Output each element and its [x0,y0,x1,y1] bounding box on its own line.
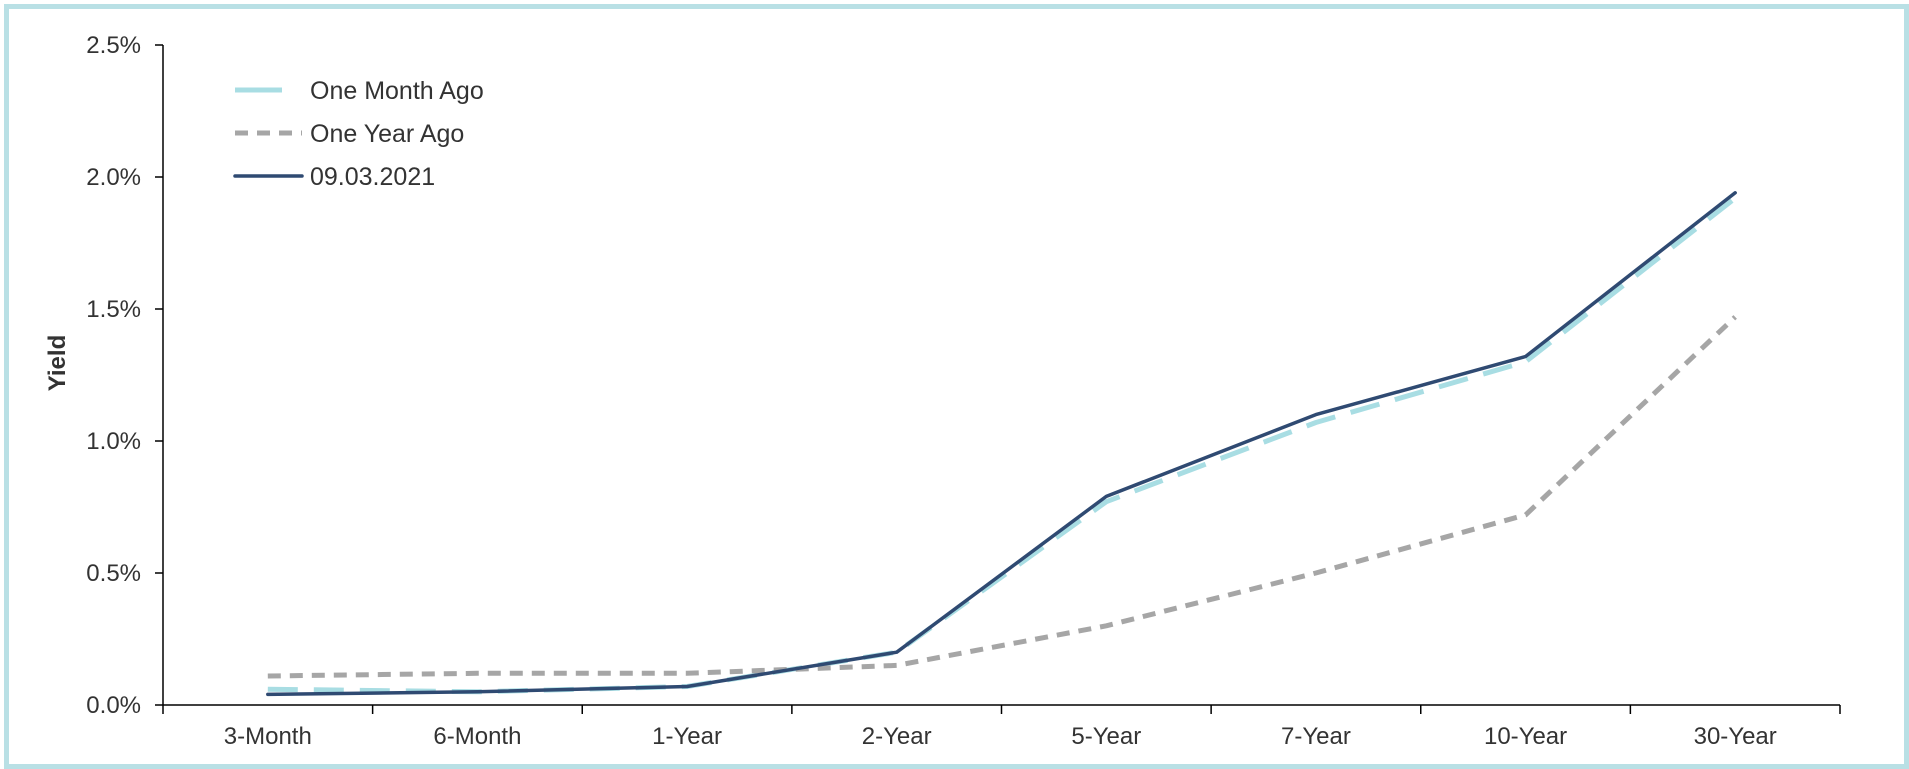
x-tick-label: 5-Year [1071,723,1141,750]
chart-axes: 0.0% 0.5% 1.0% 1.5% 2.0% 2.5% 3-Month 6-Month 1-… [86,32,1841,750]
y-tick-label: 0.0% [86,692,141,719]
legend-label-2: One Year Ago [310,120,464,148]
x-tick-label: 1-Year [652,723,722,750]
chart-frame [4,4,1909,769]
y-tick-label: 1.0% [86,428,141,455]
series-line-1 [267,196,1737,695]
y-tick-label: 2.5% [86,32,141,59]
x-tick-label: 10-Year [1484,723,1567,750]
y-tick-label: 1.5% [86,296,141,323]
legend-label-1: One Month Ago [310,77,484,105]
y-axis-title: Yield [44,335,71,391]
chart-series [266,191,1737,697]
x-tick-label: 2-Year [862,723,932,750]
x-tick-label: 30-Year [1694,723,1777,750]
y-tick-label: 2.0% [86,164,141,191]
x-tick-label: 3-Month [224,723,312,750]
chart-legend: One Month Ago One Year Ago 09.03.2021 [233,77,484,191]
series-line-2 [267,315,1737,679]
x-tick-label: 7-Year [1281,723,1351,750]
legend-label-3: 09.03.2021 [310,163,435,191]
series-line-3 [266,191,1737,697]
y-tick-label: 0.5% [86,560,141,587]
x-tick-label: 6-Month [433,723,521,750]
